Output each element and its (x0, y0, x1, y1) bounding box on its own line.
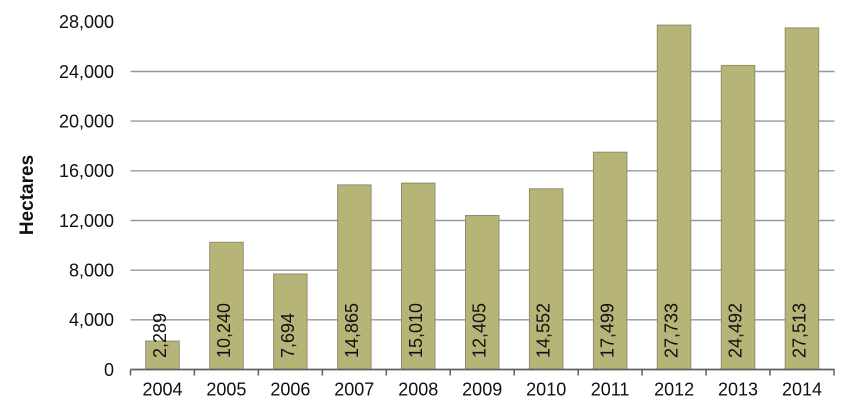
svg-text:14,552: 14,552 (534, 303, 554, 358)
svg-text:2008: 2008 (398, 380, 438, 400)
svg-text:24,000: 24,000 (59, 62, 114, 82)
svg-text:2009: 2009 (462, 380, 502, 400)
svg-text:2013: 2013 (718, 380, 758, 400)
svg-text:24,492: 24,492 (726, 303, 746, 358)
svg-text:27,733: 27,733 (662, 303, 682, 358)
svg-text:2014: 2014 (782, 380, 822, 400)
svg-text:28,000: 28,000 (59, 12, 114, 32)
svg-text:2005: 2005 (206, 380, 246, 400)
svg-text:2006: 2006 (270, 380, 310, 400)
svg-text:0: 0 (104, 360, 114, 380)
svg-text:8,000: 8,000 (69, 261, 114, 281)
svg-text:Hectares: Hectares (17, 155, 38, 235)
svg-text:12,000: 12,000 (59, 211, 114, 231)
svg-text:12,405: 12,405 (470, 303, 490, 358)
svg-text:2012: 2012 (654, 380, 694, 400)
svg-text:16,000: 16,000 (59, 161, 114, 181)
svg-text:2004: 2004 (142, 380, 182, 400)
svg-text:15,010: 15,010 (406, 303, 426, 358)
svg-text:2011: 2011 (591, 380, 630, 400)
svg-text:20,000: 20,000 (59, 111, 114, 131)
svg-text:27,513: 27,513 (790, 303, 810, 358)
svg-text:17,499: 17,499 (598, 303, 618, 358)
svg-text:2,289: 2,289 (150, 313, 170, 358)
svg-text:2007: 2007 (334, 380, 374, 400)
svg-text:10,240: 10,240 (214, 303, 234, 358)
svg-text:4,000: 4,000 (69, 310, 114, 330)
svg-text:2010: 2010 (526, 380, 566, 400)
svg-text:14,865: 14,865 (342, 303, 362, 358)
svg-text:7,694: 7,694 (278, 313, 298, 358)
